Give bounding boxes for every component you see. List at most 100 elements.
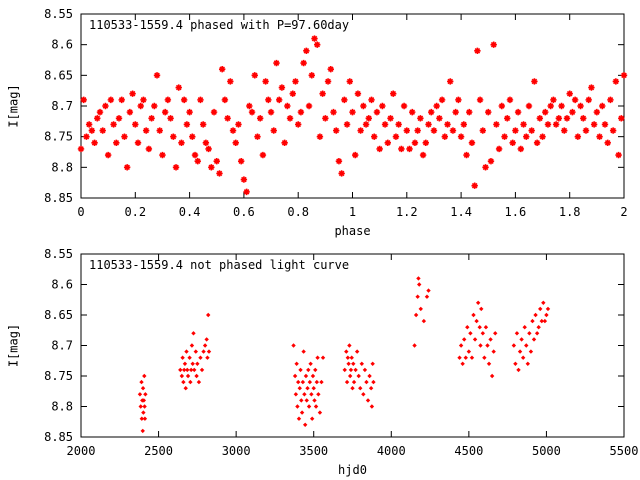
data-point	[311, 386, 316, 391]
data-point	[347, 343, 352, 348]
data-point	[342, 367, 347, 373]
data-point-core	[236, 122, 241, 127]
data-point	[308, 361, 313, 366]
data-point-core	[578, 104, 583, 108]
data-point	[179, 373, 185, 379]
data-point	[194, 373, 199, 379]
data-point	[520, 355, 526, 360]
data-point-core	[347, 79, 352, 84]
data-point-core	[301, 61, 306, 65]
x-tick-label: 0.2	[124, 205, 146, 219]
data-point-core	[280, 85, 284, 90]
data-point-core	[432, 128, 436, 133]
data-point-core	[424, 141, 428, 145]
data-point	[418, 306, 423, 312]
data-point	[310, 373, 316, 379]
data-point-core	[448, 79, 453, 84]
data-point	[458, 343, 464, 348]
data-point-core	[255, 134, 260, 139]
data-point-core	[339, 171, 344, 176]
data-point	[421, 318, 427, 324]
data-point	[531, 337, 537, 342]
data-point-core	[380, 104, 385, 108]
data-point	[292, 373, 298, 379]
data-point	[358, 386, 363, 391]
data-point	[139, 416, 145, 421]
data-point-core	[619, 116, 624, 121]
data-point	[309, 392, 314, 397]
data-point-core	[608, 98, 613, 102]
data-point-core	[586, 98, 591, 102]
data-point-core	[231, 128, 235, 133]
data-point	[354, 349, 360, 354]
data-point-core	[353, 153, 358, 157]
data-point-core	[328, 67, 333, 71]
data-point	[142, 416, 148, 421]
data-point	[463, 355, 468, 360]
data-point-core	[557, 116, 561, 121]
data-point-core	[500, 104, 504, 108]
data-point-core	[475, 49, 480, 53]
x-tick-label: 0.6	[233, 205, 255, 219]
data-point	[317, 410, 323, 415]
data-point-core	[212, 110, 216, 114]
data-point-core	[103, 104, 108, 108]
data-point-core	[483, 165, 488, 170]
data-point	[180, 355, 185, 360]
data-point-core	[584, 128, 588, 133]
data-point-core	[288, 116, 292, 121]
data-point-core	[155, 73, 159, 78]
y-tick-label: 8.8	[51, 400, 73, 414]
data-point	[299, 398, 304, 403]
data-point-core	[605, 141, 610, 145]
data-point	[359, 361, 365, 366]
x-tick-label: 2	[620, 205, 627, 219]
data-point-core	[600, 104, 605, 108]
data-point-core	[190, 134, 195, 139]
data-point-core	[163, 110, 167, 114]
data-point-core	[157, 128, 162, 133]
data-point	[536, 325, 541, 330]
data-point-core	[614, 79, 618, 84]
data-point	[479, 306, 484, 312]
data-point-core	[138, 104, 143, 108]
data-point	[539, 318, 544, 324]
data-point-core	[176, 85, 181, 90]
data-point-core	[206, 147, 211, 151]
data-point-core	[472, 183, 477, 188]
data-point	[528, 349, 534, 354]
data-point-core	[323, 116, 328, 121]
data-point-core	[415, 128, 420, 133]
data-point-core	[293, 79, 298, 84]
data-point	[478, 343, 483, 348]
data-point	[493, 331, 498, 336]
data-point-core	[396, 122, 401, 127]
data-point-core	[147, 147, 151, 151]
data-point-core	[470, 141, 474, 145]
data-point-core	[277, 98, 281, 102]
data-point-core	[179, 141, 184, 145]
data-point	[140, 428, 145, 434]
data-point	[482, 355, 487, 360]
data-point	[416, 276, 421, 281]
plot-frame-1	[80, 13, 625, 199]
data-point	[362, 367, 368, 373]
data-point	[471, 312, 476, 318]
data-point	[298, 367, 303, 373]
data-point-core	[440, 98, 444, 102]
y-tick-label: 8.6	[51, 278, 73, 292]
data-point-core	[95, 116, 100, 121]
data-point	[139, 379, 144, 385]
data-point-core	[543, 110, 548, 114]
data-point-core	[128, 110, 132, 114]
chart-title: 110533-1559.4 phased with P=97.60day	[89, 18, 349, 32]
data-point-core	[187, 110, 192, 114]
data-point-core	[274, 61, 279, 65]
x-tick-label: 1.8	[559, 205, 581, 219]
data-point	[489, 373, 495, 379]
data-point	[183, 386, 188, 391]
data-point-core	[331, 110, 336, 114]
data-point	[301, 349, 306, 354]
data-point	[364, 379, 369, 385]
